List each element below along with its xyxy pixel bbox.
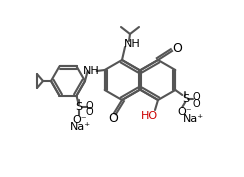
Text: HO: HO (141, 111, 158, 121)
Text: NH: NH (83, 66, 100, 76)
Text: O⁻: O⁻ (177, 107, 192, 117)
Text: O⁻: O⁻ (72, 115, 87, 125)
Text: O: O (86, 101, 93, 111)
Text: Na⁺: Na⁺ (70, 122, 91, 132)
Text: O: O (193, 92, 200, 102)
Text: S: S (75, 102, 82, 112)
Text: O: O (172, 42, 182, 56)
Text: O: O (108, 113, 118, 125)
Text: O: O (86, 107, 93, 117)
Text: Na⁺: Na⁺ (183, 114, 204, 124)
Text: O: O (193, 99, 200, 109)
Text: S: S (182, 94, 189, 104)
Text: NH: NH (124, 39, 140, 49)
